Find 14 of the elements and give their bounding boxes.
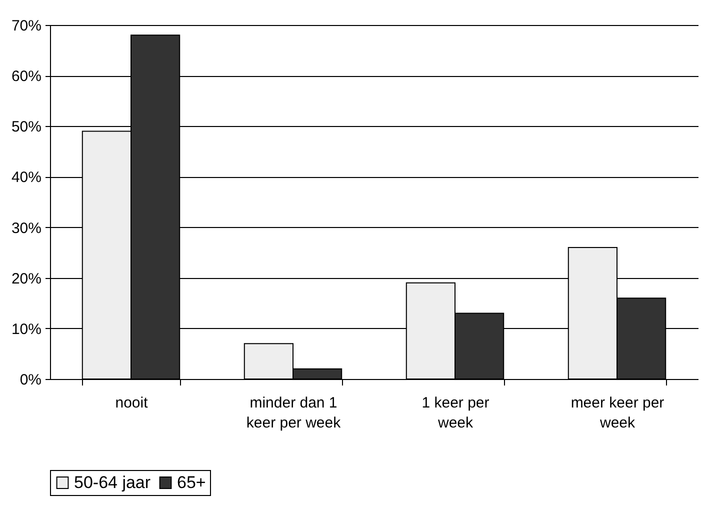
x-tick-label: minder dan 1 keer per week — [246, 394, 342, 432]
y-tick-label: 40% — [11, 169, 42, 186]
y-tick-label: 50% — [11, 118, 42, 136]
x-tick-label: meer keer per week — [570, 394, 664, 432]
y-tick-label: 30% — [11, 220, 42, 237]
y-tick-label: 70% — [11, 18, 42, 34]
legend-label: 65+ — [177, 472, 206, 492]
x-tick-label: nooit — [115, 394, 149, 412]
legend-label: 50-64 jaar — [74, 472, 151, 492]
x-tick-label: 1 keer per week — [422, 394, 490, 432]
y-tick-label: 20% — [11, 270, 42, 288]
y-tick-label: 10% — [11, 320, 42, 338]
y-tick-label: 0% — [20, 372, 42, 388]
y-tick-label: 60% — [11, 68, 42, 86]
